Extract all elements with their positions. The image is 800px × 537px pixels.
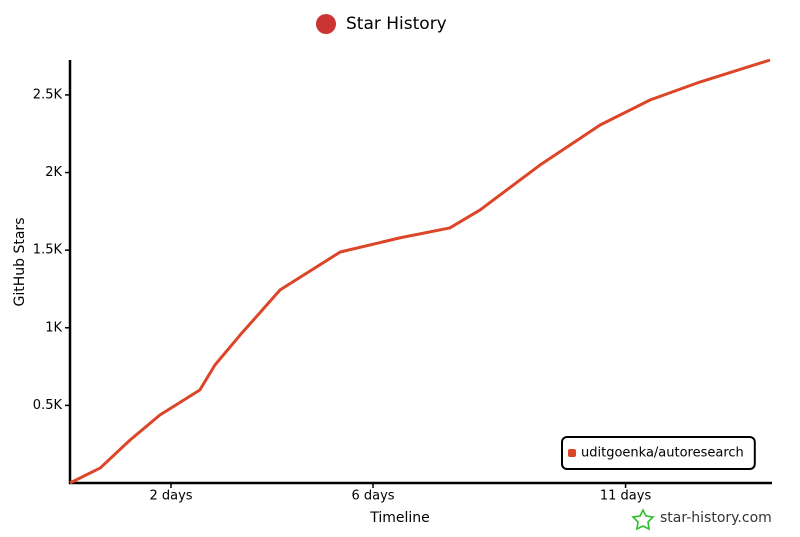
legend-swatch [568, 449, 576, 457]
series-line [69, 58, 771, 485]
x-axis-label: Timeline [369, 510, 430, 526]
y-axis-label: GitHub Stars [12, 218, 28, 307]
y-tick-label: 1K [45, 320, 62, 335]
y-tick-label: 0.5K [33, 398, 63, 413]
avatar [316, 14, 336, 34]
y-tick-label: 2K [45, 165, 62, 180]
y-tick-label: 2.5K [33, 87, 63, 102]
legend-label: uditgoenka/autoresearch [581, 446, 744, 461]
legend-box [561, 436, 756, 470]
x-tick-label: 6 days [351, 489, 394, 504]
y-tick-label: 1.5K [33, 243, 63, 258]
chart-title: Star History [346, 14, 447, 34]
watermark: star-history.com [660, 510, 772, 526]
x-tick-label: 11 days [600, 489, 652, 504]
x-tick-label: 2 days [149, 489, 192, 504]
watermark-icon [631, 508, 655, 531]
